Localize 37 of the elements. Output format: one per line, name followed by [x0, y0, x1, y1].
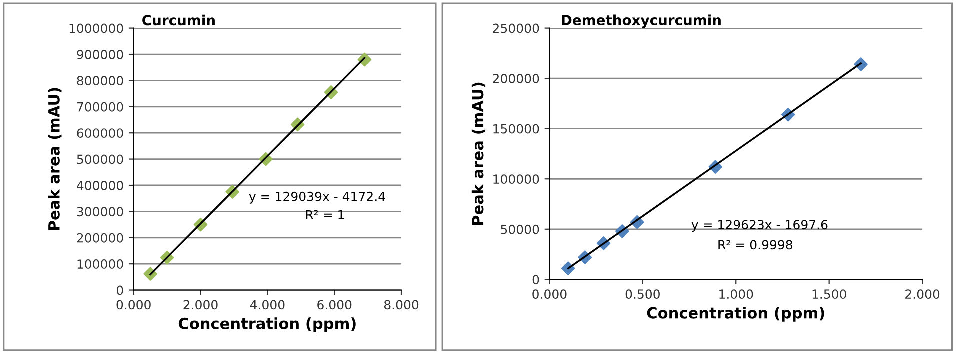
x-tick-label: 0.000 [116, 300, 151, 310]
x-axis-title: Concentration (ppm) [178, 318, 356, 332]
y-tick-label: 0 [532, 275, 540, 285]
chart-title: Demethoxycurcumin [562, 14, 721, 28]
x-tick-label: 1.000 [720, 290, 754, 300]
x-tick-label: 2.000 [906, 290, 940, 300]
y-tick-label: 300000 [77, 207, 124, 217]
x-tick-label: 4.000 [250, 300, 285, 310]
annotation: R² = 1 [306, 210, 344, 220]
y-axis-title: Peak area (mAU) [472, 82, 486, 225]
x-axis-title: Concentration (ppm) [647, 307, 824, 322]
y-axis-title: Peak area (mAU) [48, 88, 62, 230]
x-tick-label: 1.500 [812, 290, 846, 300]
y-tick-label: 400000 [77, 180, 124, 190]
y-tick-label: 700000 [77, 102, 124, 112]
y-tick-label: 600000 [77, 128, 124, 138]
y-tick-label: 100000 [494, 174, 540, 184]
annotation: R² = 0.9998 [718, 240, 792, 250]
y-tick-label: 200000 [493, 74, 540, 84]
chart-title: Curcumin [142, 14, 215, 26]
y-tick-label: 900000 [77, 50, 124, 60]
x-tick-label: 2.000 [184, 300, 218, 310]
y-tick-label: 800000 [77, 76, 124, 86]
annotation: y = 129039x - 4172.4 [249, 192, 386, 204]
y-tick-label: 1000000 [70, 24, 124, 34]
x-tick-label: 8.000 [384, 300, 419, 310]
y-tick-label: 250000 [493, 24, 540, 34]
x-tick-label: 0.500 [626, 290, 660, 300]
y-tick-label: 100000 [78, 260, 124, 270]
x-tick-label: 0.000 [532, 290, 567, 300]
y-tick-label: 500000 [77, 154, 124, 164]
annotation: y = 129623x - 1697.6 [692, 220, 828, 232]
y-tick-label: 0 [116, 286, 124, 296]
x-tick-label: 6.000 [318, 300, 352, 310]
y-tick-label: 50000 [501, 224, 540, 234]
y-tick-label: 200000 [77, 233, 124, 243]
y-tick-label: 150000 [494, 124, 540, 134]
